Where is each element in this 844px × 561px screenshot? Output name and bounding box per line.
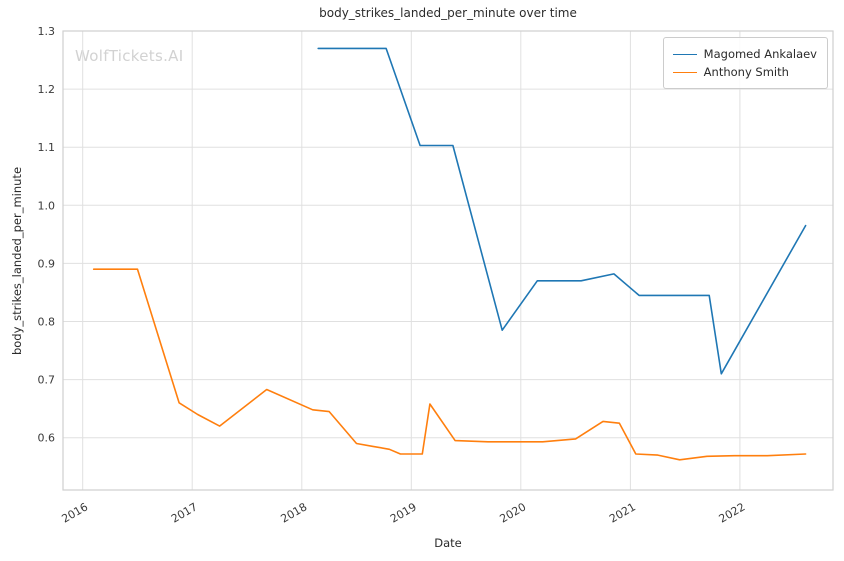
x-tick-label: 2022 xyxy=(717,500,748,525)
legend-item: Magomed Ankalaev xyxy=(672,45,817,63)
chart-title: body_strikes_landed_per_minute over time xyxy=(319,6,577,20)
legend-label: Magomed Ankalaev xyxy=(703,47,817,61)
legend-item: Anthony Smith xyxy=(672,63,817,81)
legend-label: Anthony Smith xyxy=(703,65,789,79)
legend: Magomed Ankalaev Anthony Smith xyxy=(662,37,828,89)
x-axis-label: Date xyxy=(434,536,462,550)
y-tick-label: 1.2 xyxy=(38,83,56,96)
y-tick-label: 1.1 xyxy=(38,141,56,154)
legend-line-swatch xyxy=(672,53,697,55)
x-tick-label: 2021 xyxy=(607,500,638,525)
x-tick-label: 2017 xyxy=(169,500,200,525)
y-tick-label: 0.9 xyxy=(38,257,56,270)
y-tick-label: 0.8 xyxy=(38,316,56,329)
legend-line-swatch xyxy=(672,71,697,73)
x-tick-label: 2018 xyxy=(279,500,310,525)
y-tick-label: 0.6 xyxy=(38,432,56,445)
x-tick-label: 2019 xyxy=(388,500,419,525)
y-tick-label: 0.7 xyxy=(38,374,56,387)
x-tick-label: 2016 xyxy=(59,500,90,525)
y-tick-label: 1.3 xyxy=(38,25,56,38)
y-tick-label: 1.0 xyxy=(38,199,56,212)
x-tick-label: 2020 xyxy=(498,500,529,525)
watermark: WolfTickets.AI xyxy=(75,47,184,65)
y-axis-label: body_strikes_landed_per_minute xyxy=(10,166,24,356)
